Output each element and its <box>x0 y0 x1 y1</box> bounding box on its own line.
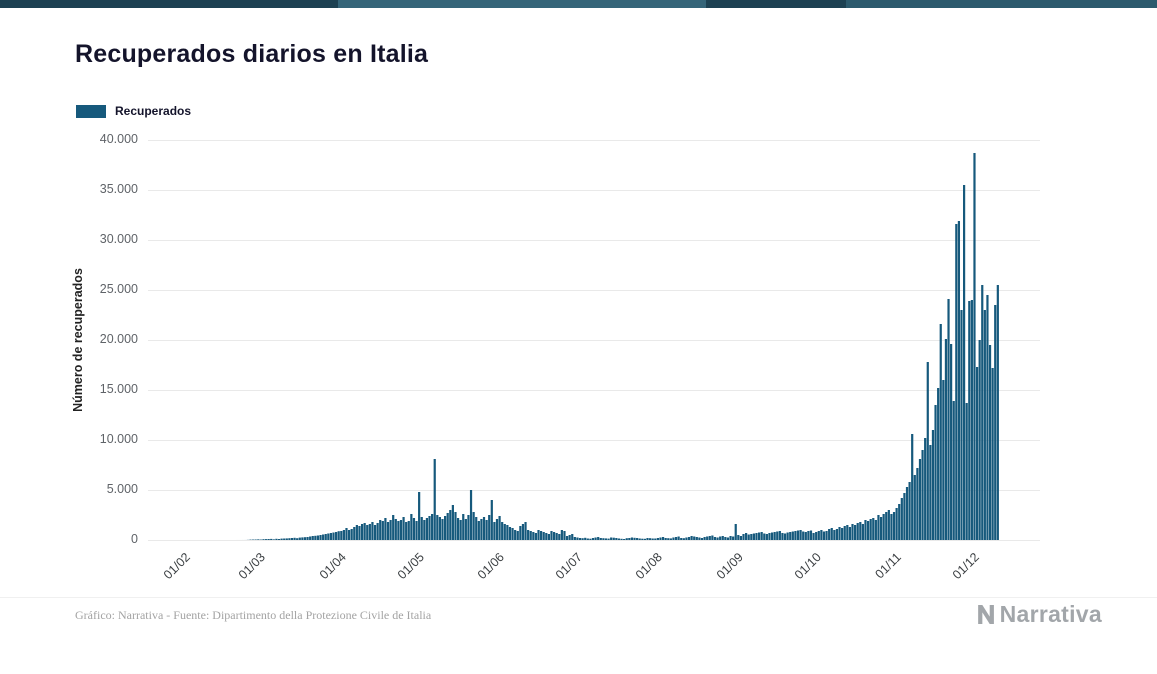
gridline <box>148 440 1040 441</box>
gridline <box>148 490 1040 491</box>
top-strip-segment <box>338 0 706 8</box>
y-tick-label: 35.000 <box>99 182 138 196</box>
y-tick-label: 20.000 <box>99 332 138 346</box>
narrativa-logo: Narrativa <box>975 601 1102 628</box>
gridline <box>148 190 1040 191</box>
bar-series <box>236 153 999 540</box>
legend: Recuperados <box>76 104 191 118</box>
gridline <box>148 540 1040 541</box>
x-tick-label: 01/10 <box>791 550 824 583</box>
x-tick-label: 01/03 <box>236 550 269 583</box>
legend-label: Recuperados <box>115 104 192 118</box>
narrativa-logo-text: Narrativa <box>999 601 1102 627</box>
source-caption: Gráfico: Narrativa - Fuente: Dipartiment… <box>75 608 432 622</box>
x-tick-label: 01/04 <box>316 550 349 583</box>
x-tick-label: 01/07 <box>552 550 585 583</box>
y-tick-label: 30.000 <box>99 232 138 246</box>
top-strip-segment <box>846 0 1157 8</box>
footer-separator <box>0 597 1157 598</box>
top-accent-strip <box>0 0 1157 8</box>
gridline <box>148 240 1040 241</box>
y-tick-label: 0 <box>131 532 138 546</box>
x-tick-label: 01/06 <box>474 550 507 583</box>
y-tick-label: 5.000 <box>106 482 138 496</box>
narrativa-n-icon <box>977 605 994 624</box>
x-tick-label: 01/11 <box>872 550 904 582</box>
chart-title: Recuperados diarios en Italia <box>75 40 429 68</box>
y-tick-label: 25.000 <box>99 282 138 296</box>
gridline <box>148 390 1040 391</box>
gridline <box>148 290 1040 291</box>
y-tick-label: 40.000 <box>99 132 138 146</box>
x-tick-label: 01/09 <box>713 550 746 583</box>
y-tick-label: 10.000 <box>99 432 138 446</box>
gridline <box>148 140 1040 141</box>
x-tick-label: 01/12 <box>949 550 982 583</box>
x-tick-label: 01/05 <box>394 550 427 583</box>
plot-area <box>148 140 1040 541</box>
gridline <box>148 340 1040 341</box>
x-tick-label: 01/02 <box>160 550 193 583</box>
y-tick-label: 15.000 <box>99 382 138 396</box>
x-tick-label: 01/08 <box>633 550 666 583</box>
legend-swatch <box>76 104 106 118</box>
